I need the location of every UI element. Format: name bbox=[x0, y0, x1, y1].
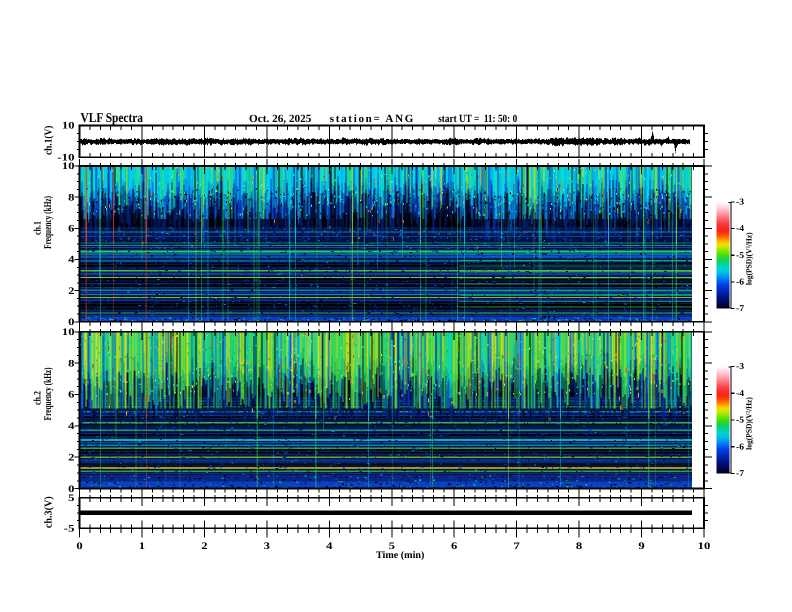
svg-text:4: 4 bbox=[68, 421, 74, 432]
svg-text:station= ANG: station= ANG bbox=[330, 113, 414, 125]
svg-text:Time (min): Time (min) bbox=[376, 550, 424, 561]
svg-text:3: 3 bbox=[264, 541, 270, 552]
svg-text:8: 8 bbox=[68, 192, 74, 203]
svg-text:0: 0 bbox=[76, 541, 82, 552]
svg-text:-10: -10 bbox=[57, 153, 74, 164]
svg-text:0: 0 bbox=[68, 484, 74, 495]
svg-text:9: 9 bbox=[638, 541, 644, 552]
svg-text:1: 1 bbox=[139, 541, 145, 552]
svg-text:10: 10 bbox=[698, 541, 711, 552]
svg-text:6: 6 bbox=[68, 390, 74, 401]
svg-text:6: 6 bbox=[451, 541, 457, 552]
svg-text:-6: -6 bbox=[736, 441, 745, 451]
svg-text:-4: -4 bbox=[736, 223, 745, 233]
svg-text:-5: -5 bbox=[64, 524, 75, 535]
svg-text:Frequency (kHz): Frequency (kHz) bbox=[43, 367, 54, 420]
svg-text:-7: -7 bbox=[736, 303, 745, 313]
svg-text:-3: -3 bbox=[736, 361, 745, 371]
svg-text:-7: -7 bbox=[736, 468, 745, 478]
svg-text:Oct. 26, 2025: Oct. 26, 2025 bbox=[249, 113, 312, 125]
svg-text:2: 2 bbox=[201, 541, 207, 552]
svg-text:2: 2 bbox=[68, 452, 74, 463]
svg-text:log(PSD)(V²/Hz): log(PSD)(V²/Hz) bbox=[744, 397, 753, 450]
svg-text:4: 4 bbox=[326, 541, 332, 552]
svg-text:8: 8 bbox=[576, 541, 582, 552]
svg-text:10: 10 bbox=[62, 161, 75, 172]
svg-text:-5: -5 bbox=[736, 415, 745, 425]
svg-text:0: 0 bbox=[68, 317, 74, 328]
svg-text:4: 4 bbox=[68, 255, 74, 266]
svg-text:5: 5 bbox=[68, 493, 74, 504]
svg-text:ch.3(V): ch.3(V) bbox=[43, 496, 54, 528]
svg-text:Frequency (kHz): Frequency (kHz) bbox=[43, 196, 54, 249]
svg-text:ch.1: ch.1 bbox=[33, 221, 44, 235]
svg-text:6: 6 bbox=[68, 224, 74, 235]
svg-text:2: 2 bbox=[68, 286, 74, 297]
svg-text:-3: -3 bbox=[736, 197, 745, 207]
svg-text:8: 8 bbox=[68, 358, 74, 369]
svg-text:ch.2: ch.2 bbox=[33, 391, 44, 405]
svg-text:7: 7 bbox=[514, 541, 520, 552]
svg-text:-5: -5 bbox=[736, 250, 745, 260]
svg-text:VLF Spectra: VLF Spectra bbox=[81, 110, 144, 125]
svg-text:log(PSD)(V²/Hz): log(PSD)(V²/Hz) bbox=[744, 232, 753, 285]
svg-text:10: 10 bbox=[62, 327, 75, 338]
svg-text:10: 10 bbox=[62, 121, 75, 132]
svg-text:-4: -4 bbox=[736, 388, 745, 398]
svg-text:-6: -6 bbox=[736, 276, 745, 286]
svg-text:5: 5 bbox=[389, 541, 395, 552]
svg-text:ch.1(V): ch.1(V) bbox=[43, 125, 54, 155]
svg-text:start UT = 11: 50: 0: start UT = 11: 50: 0 bbox=[438, 113, 517, 125]
